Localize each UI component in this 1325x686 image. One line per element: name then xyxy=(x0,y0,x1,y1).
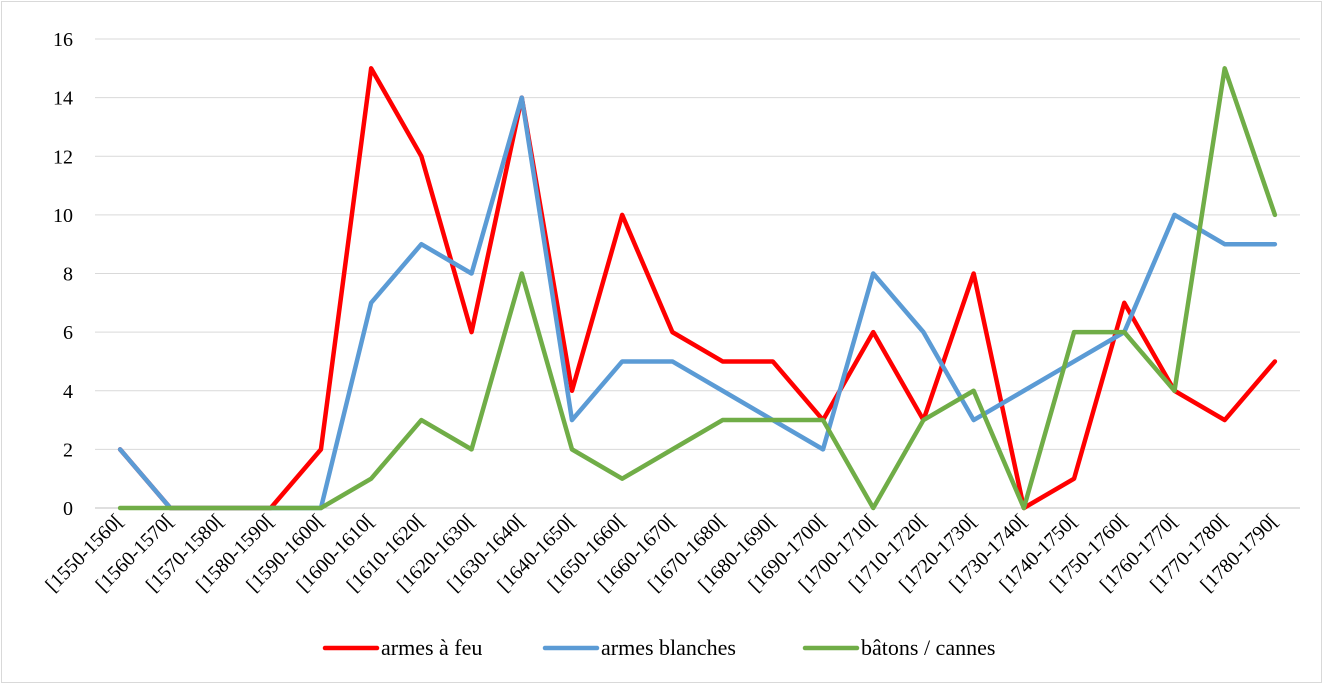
series-lines xyxy=(117,66,1278,511)
series-line-1 xyxy=(117,95,1278,511)
series-line-2 xyxy=(117,66,1278,511)
y-tick-label: 12 xyxy=(53,146,73,168)
y-tick-label: 6 xyxy=(63,322,73,344)
gridlines xyxy=(95,38,1300,450)
y-tick-label: 14 xyxy=(53,88,73,110)
y-axis-ticks: 0 2 4 6 8 10 12 14 16 xyxy=(53,29,73,520)
legend-label-1: armes blanches xyxy=(601,635,736,660)
y-tick-label: 4 xyxy=(63,381,73,403)
legend-label-0: armes à feu xyxy=(381,635,482,660)
x-axis-ticks: [1550-1560[[1560-1570[[1570-1580[[1580-1… xyxy=(41,510,1282,596)
y-tick-label: 2 xyxy=(63,439,73,461)
y-tick-label: 10 xyxy=(53,205,73,227)
y-tick-label: 8 xyxy=(63,264,73,286)
y-tick-label: 0 xyxy=(63,498,73,520)
series-line-0 xyxy=(117,66,1278,511)
y-tick-label: 16 xyxy=(53,29,73,51)
legend: armes à feu armes blanches bâtons / cannes xyxy=(322,635,995,660)
legend-label-2: bâtons / cannes xyxy=(861,635,995,660)
